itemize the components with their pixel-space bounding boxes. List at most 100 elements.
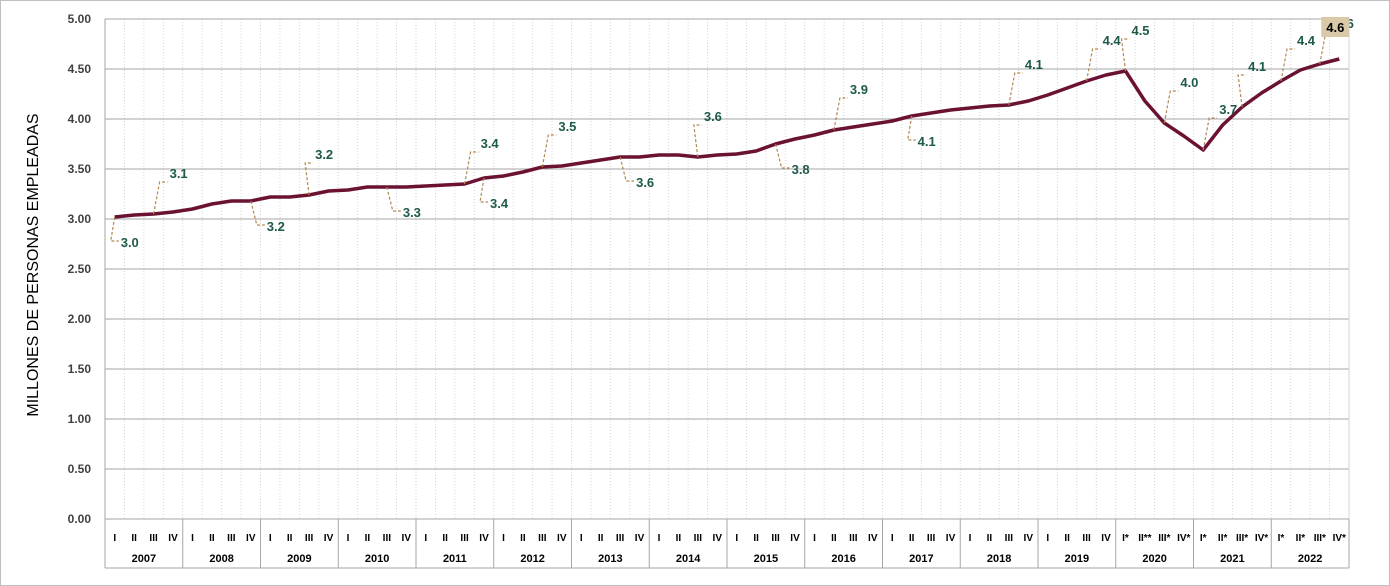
data-label: 4.4 [1103,33,1122,48]
year-label: 2013 [598,553,622,565]
year-label: 2020 [1142,553,1166,565]
year-label: 2017 [909,553,933,565]
quarter-label: I [1046,533,1049,544]
leader-line [109,216,119,242]
year-label: 2009 [287,553,311,565]
quarter-label: IV [868,533,878,544]
quarter-label: IV [1101,533,1111,544]
quarter-label: II** [1138,533,1151,544]
data-label: 4.6 [1326,20,1344,35]
quarter-label: II [365,533,371,544]
year-label: 2016 [831,553,855,565]
data-label: 3.7 [1219,102,1237,117]
quarter-label: IV [1024,533,1034,544]
quarter-label: II [987,533,993,544]
leader-line [304,162,314,196]
leader-line [1237,74,1247,108]
year-label: 2007 [132,553,156,565]
quarter-label: III* [1236,533,1248,544]
data-label: 4.0 [1180,75,1198,90]
quarter-label: II* [1296,533,1306,544]
quarter-label: III [460,533,469,544]
quarter-label: I [347,533,350,544]
quarter-label: IV [402,533,412,544]
quarter-label: II [209,533,215,544]
quarter-label: III* [1158,533,1170,544]
y-tick-label: 0.00 [68,512,92,526]
series-line [114,57,1340,219]
leader-line [479,177,488,203]
data-label: 3.4 [481,136,500,151]
gridlines [104,18,1350,520]
quarter-label: I [735,533,738,544]
data-label: 4.1 [1025,57,1043,72]
quarter-label: IV* [1333,533,1346,544]
data-label: 3.9 [850,82,868,97]
quarter-label: I [502,533,505,544]
quarter-label: I* [1278,533,1285,544]
quarter-label: IV [946,533,956,544]
data-label: 4.1 [918,134,936,149]
leader-line [1008,72,1023,106]
quarter-label: I [658,533,661,544]
quarter-label: II* [1218,533,1228,544]
quarter-label: I [580,533,583,544]
quarter-label: IV [168,533,178,544]
year-label: 2022 [1298,553,1322,565]
quarter-label: III [616,533,625,544]
leader-line [693,124,702,158]
leader-line [833,97,848,131]
data-labels: 3.0 3.1 3.2 3.2 3.3 3.4 3.4 3.5 3.6 3.6 3.8 3.9 4.1 4… [109,16,1354,250]
quarter-label: III [849,533,858,544]
data-label: 4.5 [1131,23,1149,38]
quarter-label: I [424,533,427,544]
year-label: 2014 [676,553,701,565]
data-label: 3.3 [403,205,421,220]
leader-line [1120,38,1130,72]
quarter-label: IV [324,533,334,544]
quarter-label: III [1005,533,1014,544]
leader-line [153,181,168,215]
quarter-label: II [1064,533,1070,544]
quarter-label: IV [713,533,723,544]
data-label: 3.0 [121,235,139,250]
quarter-label: II [598,533,604,544]
quarter-label: II [676,533,682,544]
quarter-label: I [891,533,894,544]
y-tick-label: 3.00 [68,212,92,226]
quarter-label: I* [1200,533,1207,544]
leader-line [906,115,916,141]
quarter-label: IV* [1177,533,1190,544]
quarter-label: IV* [1255,533,1268,544]
data-label: 4.4 [1297,33,1316,48]
leader-line [464,151,479,185]
quarter-label: III [227,533,236,544]
y-tick-label: 1.00 [68,412,92,426]
quarter-label: III [1082,533,1091,544]
y-tick-label: 2.50 [68,262,92,276]
y-axis-ticks: 0.00 0.50 1.00 1.50 2.00 2.50 3.00 3.50 4.00 4.50… [68,12,92,526]
quarter-label: III [149,533,158,544]
y-tick-label: 3.50 [68,162,92,176]
data-label: 3.6 [636,175,654,190]
quarter-label: II [831,533,837,544]
quarter-label: III [383,533,392,544]
quarter-label: III [771,533,780,544]
data-label: 4.1 [1248,59,1266,74]
y-tick-label: 0.50 [68,462,92,476]
leader-line [1163,90,1179,124]
quarter-label: IV [479,533,489,544]
quarter-label: II [909,533,915,544]
quarter-label: III* [1314,533,1326,544]
quarter-label: III [305,533,314,544]
leader-line [775,143,790,169]
quarter-label: IV [635,533,645,544]
quarter-label: I [113,533,116,544]
quarter-label: I [969,533,972,544]
leader-line [541,134,557,168]
data-label: 3.6 [704,109,722,124]
quarter-label: II [131,533,137,544]
quarter-label: IV [557,533,567,544]
quarter-label: IV [246,533,256,544]
y-tick-label: 2.00 [68,312,92,326]
